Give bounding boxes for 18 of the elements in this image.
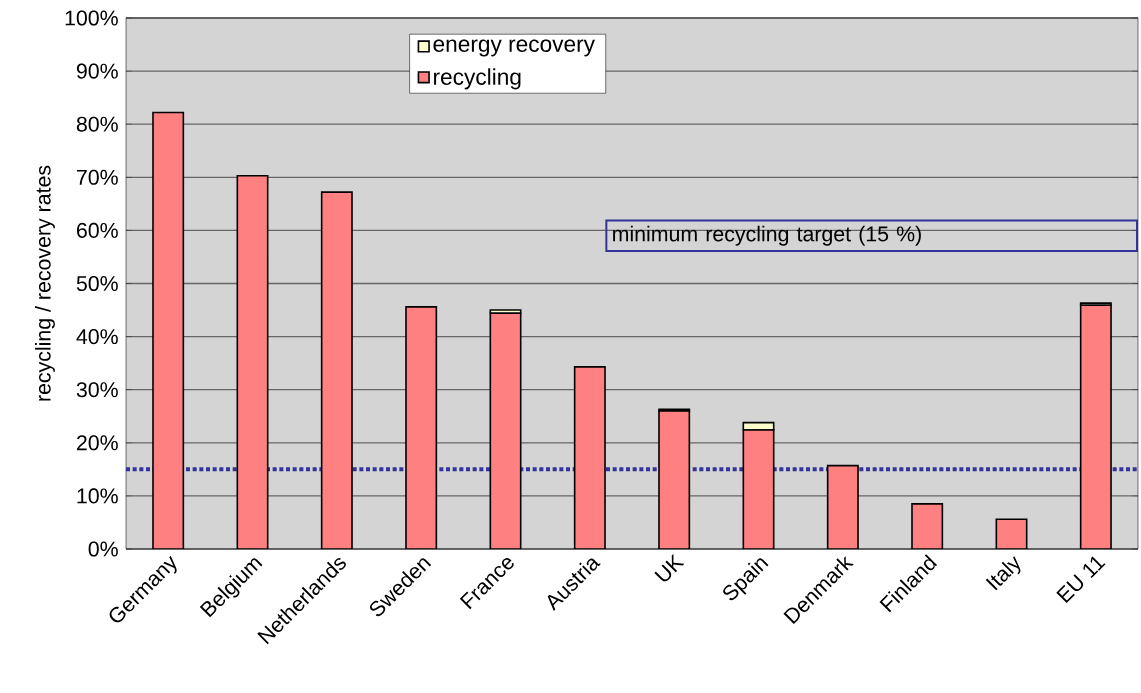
- x-tick-label: Italy: [985, 556, 1021, 591]
- y-tick-label: 70%: [77, 169, 118, 185]
- x-tick-label: UK: [654, 553, 685, 582]
- legend-label: recycling: [434, 68, 521, 90]
- y-tick-label: 10%: [77, 488, 118, 504]
- y-tick-label: 20%: [77, 435, 118, 451]
- y-tick-label: 100%: [65, 10, 118, 26]
- y-tick-label: 40%: [76, 329, 118, 345]
- y-tick-label: 50%: [76, 275, 118, 292]
- legend-label: energy recovery: [433, 39, 595, 57]
- y-tick-label: 0%: [88, 541, 118, 557]
- x-tick-label: EU 11: [1056, 556, 1106, 604]
- y-tick-label: 30%: [76, 382, 118, 398]
- annotation: minimum recycling target (15 %): [613, 225, 921, 246]
- y-tick-label: 80%: [76, 116, 118, 132]
- y-tick-label: 90%: [76, 63, 118, 79]
- y-axis-title: recycling / recovery rates: [35, 165, 55, 401]
- y-tick-label: 60%: [77, 222, 118, 238]
